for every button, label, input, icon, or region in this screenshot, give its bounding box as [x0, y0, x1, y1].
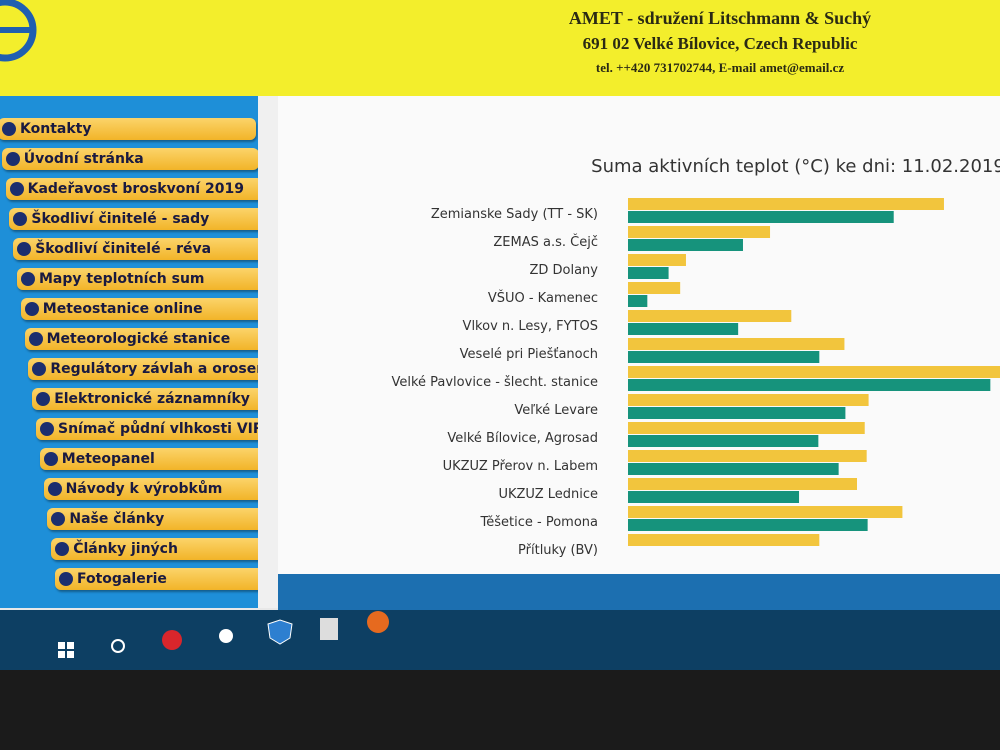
category-label: ZD Dolany	[529, 263, 598, 278]
menu-item[interactable]: Kadeřavost broskvoní 2019	[5, 178, 263, 200]
category-label: Veselé pri Piešťanoch	[460, 347, 598, 362]
bar	[628, 519, 868, 531]
app-icon[interactable]	[162, 630, 182, 650]
address: 691 02 Velké Bílovice, Czech Republic	[582, 34, 858, 53]
menu-item[interactable]: Mapy teplotních sum	[17, 268, 273, 290]
contact: tel. ++420 731702744, E-mail amet@email.…	[595, 60, 845, 75]
category-label: Těšetice - Pomona	[480, 515, 598, 530]
bar	[628, 407, 846, 419]
bar	[628, 422, 865, 434]
firefox[interactable]	[367, 611, 389, 633]
bar	[628, 351, 820, 363]
menu-item[interactable]: Regulátory závlah a orosení	[28, 358, 278, 380]
category-label: Veľké Levare	[514, 403, 598, 418]
category-label: UKZUZ Přerov n. Labem	[443, 459, 598, 474]
bar	[628, 254, 686, 266]
category-label: ZEMAS a.s. Čejč	[493, 234, 598, 250]
menu-item[interactable]: Snímač půdní vlhkosti VIRRIB	[36, 418, 278, 440]
category-label: Velké Bílovice, Agrosad	[447, 431, 598, 446]
content: Suma aktivních teplot (°C) ke dni: 11.02…	[278, 96, 1000, 574]
category-label: Přítluky (BV)	[518, 543, 598, 558]
bar	[628, 295, 648, 307]
window-frame	[278, 574, 1000, 614]
category-label: Vlkov n. Lesy, FYTOS	[463, 319, 598, 334]
menu-item[interactable]: Škodliví činitelé - réva	[13, 238, 270, 260]
search[interactable]	[111, 639, 125, 653]
bar	[628, 435, 819, 447]
chart: Suma aktivních teplot (°C) ke dni: 11.02…	[391, 156, 1000, 558]
logo	[0, 0, 37, 62]
company: AMET - sdružení Litschmann & Suchý	[568, 8, 872, 28]
bar	[628, 379, 991, 391]
menu-item[interactable]: Kontakty	[0, 118, 256, 140]
bar	[628, 282, 681, 294]
menu-item[interactable]: Naše články	[47, 508, 278, 530]
bar	[628, 267, 669, 279]
bar	[628, 506, 903, 518]
app-icon[interactable]	[320, 618, 338, 640]
menu-item[interactable]: Elektronické záznamníky	[32, 388, 278, 410]
header: AMET - sdružení Litschmann & Suchý 691 0…	[0, 0, 1000, 96]
category-label: UKZUZ Lednice	[498, 487, 598, 502]
menu-item[interactable]: Články jiných	[51, 538, 278, 560]
bar	[628, 450, 867, 462]
menu-item[interactable]: Škodliví činitelé - sady	[9, 208, 266, 230]
category-label: Zemianske Sady (TT - SK)	[431, 207, 598, 222]
bar	[628, 239, 743, 251]
menu-item[interactable]: Meteorologické stanice	[24, 328, 278, 350]
menu-item[interactable]: Meteostanice online	[20, 298, 276, 320]
bar	[628, 198, 944, 210]
bar	[628, 366, 1000, 378]
bar	[628, 211, 894, 223]
bar	[628, 323, 739, 335]
screen: AMET - sdružení Litschmann & Suchý 691 0…	[0, 0, 1000, 670]
menu-item[interactable]: Návody k výrobkům	[43, 478, 278, 500]
bar	[628, 310, 792, 322]
bar	[628, 534, 820, 546]
bar	[628, 394, 869, 406]
bar	[628, 478, 857, 490]
menu: Kontakty Úvodní stránka Kadeřavost broskvo…	[0, 96, 278, 608]
app-icon[interactable]	[267, 619, 293, 645]
taskbar-icons	[58, 611, 389, 658]
menu-item[interactable]: Fotogalerie	[55, 568, 278, 590]
chart-title: Suma aktivních teplot (°C) ke dni: 11.02…	[591, 156, 1000, 177]
taskbar	[0, 610, 1000, 670]
menu-item[interactable]: Meteopanel	[39, 448, 278, 470]
category-label: Velké Pavlovice - šlecht. stanice	[391, 375, 598, 390]
app-icon[interactable]	[219, 629, 233, 643]
bar	[628, 491, 800, 503]
bar	[628, 463, 839, 475]
bar	[628, 226, 771, 238]
start-button[interactable]	[58, 642, 74, 658]
scrollbar[interactable]	[258, 96, 278, 608]
category-label: VŠUO - Kamenec	[488, 290, 598, 306]
bar	[628, 338, 845, 350]
menu-item[interactable]: Úvodní stránka	[1, 148, 260, 170]
